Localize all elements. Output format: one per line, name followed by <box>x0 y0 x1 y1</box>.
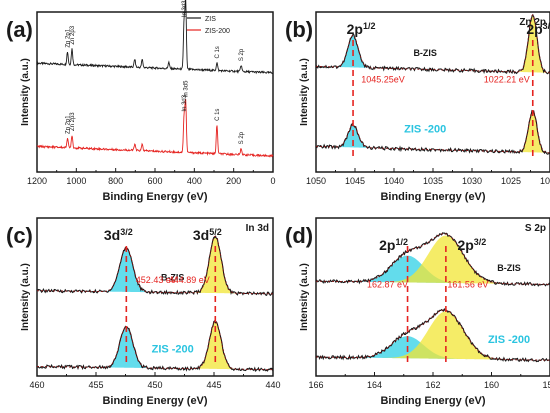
x-tick-label: 200 <box>226 176 241 186</box>
y-axis-label: Intensity (a.u.) <box>20 58 31 126</box>
fit-line <box>315 233 550 285</box>
peak-label: 2p3/2 <box>457 237 486 253</box>
series-name-label: B-ZIS <box>161 272 185 282</box>
x-tick-label: 450 <box>147 380 162 390</box>
x-tick-label: 400 <box>187 176 202 186</box>
x-tick-label: 0 <box>270 176 275 186</box>
panel-letter: (a) <box>6 17 33 42</box>
fit-line <box>315 309 550 361</box>
x-tick-label: 1200 <box>27 176 47 186</box>
peak-component-fill <box>316 14 550 73</box>
x-tick-label: 158 <box>542 380 550 390</box>
x-tick-label: 445 <box>206 380 221 390</box>
legend-label: ZIS <box>205 16 216 23</box>
peak-label: Zn 2p1 <box>65 115 71 134</box>
peak-label: 2p1/2 <box>379 237 408 253</box>
panel-letter: (b) <box>285 17 313 42</box>
x-tick-label: 1045 <box>345 176 365 186</box>
x-tick-label: 800 <box>108 176 123 186</box>
x-tick-label: 1040 <box>384 176 404 186</box>
peak-label: S 2p <box>239 48 245 61</box>
panel-a: 1200 1000 800 600 400 200 0 Binding Energy (eV)… <box>6 0 276 203</box>
raw-spectrum-line <box>36 235 274 297</box>
x-axis-label: Binding Energy (eV) <box>380 191 485 203</box>
panel-b: 1050 1045 1040 1035 1030 1025 1020 Binding Ener… <box>285 11 550 203</box>
series-name-label: B-ZIS <box>413 48 437 58</box>
peak-component-fill <box>316 110 550 153</box>
peak-label: S 2p <box>239 131 245 144</box>
series-name-label: ZIS -200 <box>488 334 530 346</box>
peak-label: 2p3/2 <box>526 21 550 37</box>
peak-value-label: 452.43 eV <box>136 275 177 285</box>
y-axis-label: Intensity (a.u.) <box>20 263 31 331</box>
x-tick-label: 1020 <box>540 176 550 186</box>
peak-value-label: 162.87 eV <box>367 280 408 290</box>
peak-label: C 1s <box>215 109 221 121</box>
peak-value-label: 1022.21 eV <box>484 74 530 84</box>
x-tick-label: 1050 <box>306 176 326 186</box>
peak-label: In 3d3 <box>182 94 188 111</box>
panel-letter: (c) <box>6 223 33 248</box>
corner-label: S 2p <box>525 223 546 234</box>
peak-label: Zn 2p1 <box>65 28 71 47</box>
x-tick-label: 1030 <box>462 176 482 186</box>
x-tick-label: 166 <box>308 380 323 390</box>
x-axis-label: Binding Energy (eV) <box>380 395 485 407</box>
peak-label: 3d3/2 <box>104 227 133 243</box>
series-line-zis <box>36 0 274 75</box>
x-tick-label: 460 <box>29 380 44 390</box>
series-name-label: B-ZIS <box>497 263 521 273</box>
peak-value-label: 161.56 eV <box>447 280 488 290</box>
panel-letter: (d) <box>285 223 313 248</box>
peak-label: Zn 2p3 <box>70 112 76 131</box>
raw-spectrum-line <box>315 307 550 363</box>
x-tick-label: 164 <box>367 380 382 390</box>
peak-label: 2p1/2 <box>347 21 376 37</box>
peak-component-fill <box>37 321 273 370</box>
x-axis-label: Binding Energy (eV) <box>102 395 207 407</box>
x-tick-label: 455 <box>88 380 103 390</box>
x-tick-label: 440 <box>265 380 280 390</box>
x-tick-label: 1035 <box>423 176 443 186</box>
peak-component-fill <box>316 311 550 361</box>
peak-component-fill <box>37 247 273 294</box>
corner-label: In 3d <box>246 223 269 234</box>
peak-label: In 3d5 <box>184 80 190 97</box>
peak-label: Zn 2p3 <box>70 25 76 44</box>
x-tick-label: 600 <box>147 176 162 186</box>
series-name-label: ZIS -200 <box>404 123 446 135</box>
legend-label: ZIS-200 <box>205 28 230 35</box>
peak-component-fill <box>37 236 273 294</box>
series-name-label: ZIS -200 <box>152 344 194 356</box>
panel-d: 166 164 162 160 158 Binding Energy (eV) Intens… <box>285 217 550 407</box>
panel-c: 460 455 450 445 440 Binding Energy (eV) Intens… <box>6 217 281 407</box>
peak-label: In 3d3 <box>182 0 188 17</box>
x-tick-label: 1025 <box>501 176 521 186</box>
fit-line <box>315 13 550 74</box>
x-axis-label: Binding Energy (eV) <box>102 191 207 203</box>
fit-line <box>36 321 274 371</box>
raw-spectrum-line <box>315 232 550 287</box>
x-tick-label: 162 <box>425 380 440 390</box>
peak-value-label: 444.89 eV <box>169 275 210 285</box>
y-axis-label: Intensity (a.u.) <box>299 58 310 126</box>
fit-line <box>36 235 274 295</box>
series-line-zis-200 <box>36 99 274 158</box>
x-tick-label: 1000 <box>66 176 86 186</box>
x-tick-label: 160 <box>484 380 499 390</box>
peak-component-fill <box>316 235 550 285</box>
y-axis-label: Intensity (a.u.) <box>299 263 310 331</box>
peak-label: C 1s <box>215 46 221 58</box>
peak-value-label: 1045.25eV <box>361 74 405 84</box>
fit-line <box>315 110 550 154</box>
